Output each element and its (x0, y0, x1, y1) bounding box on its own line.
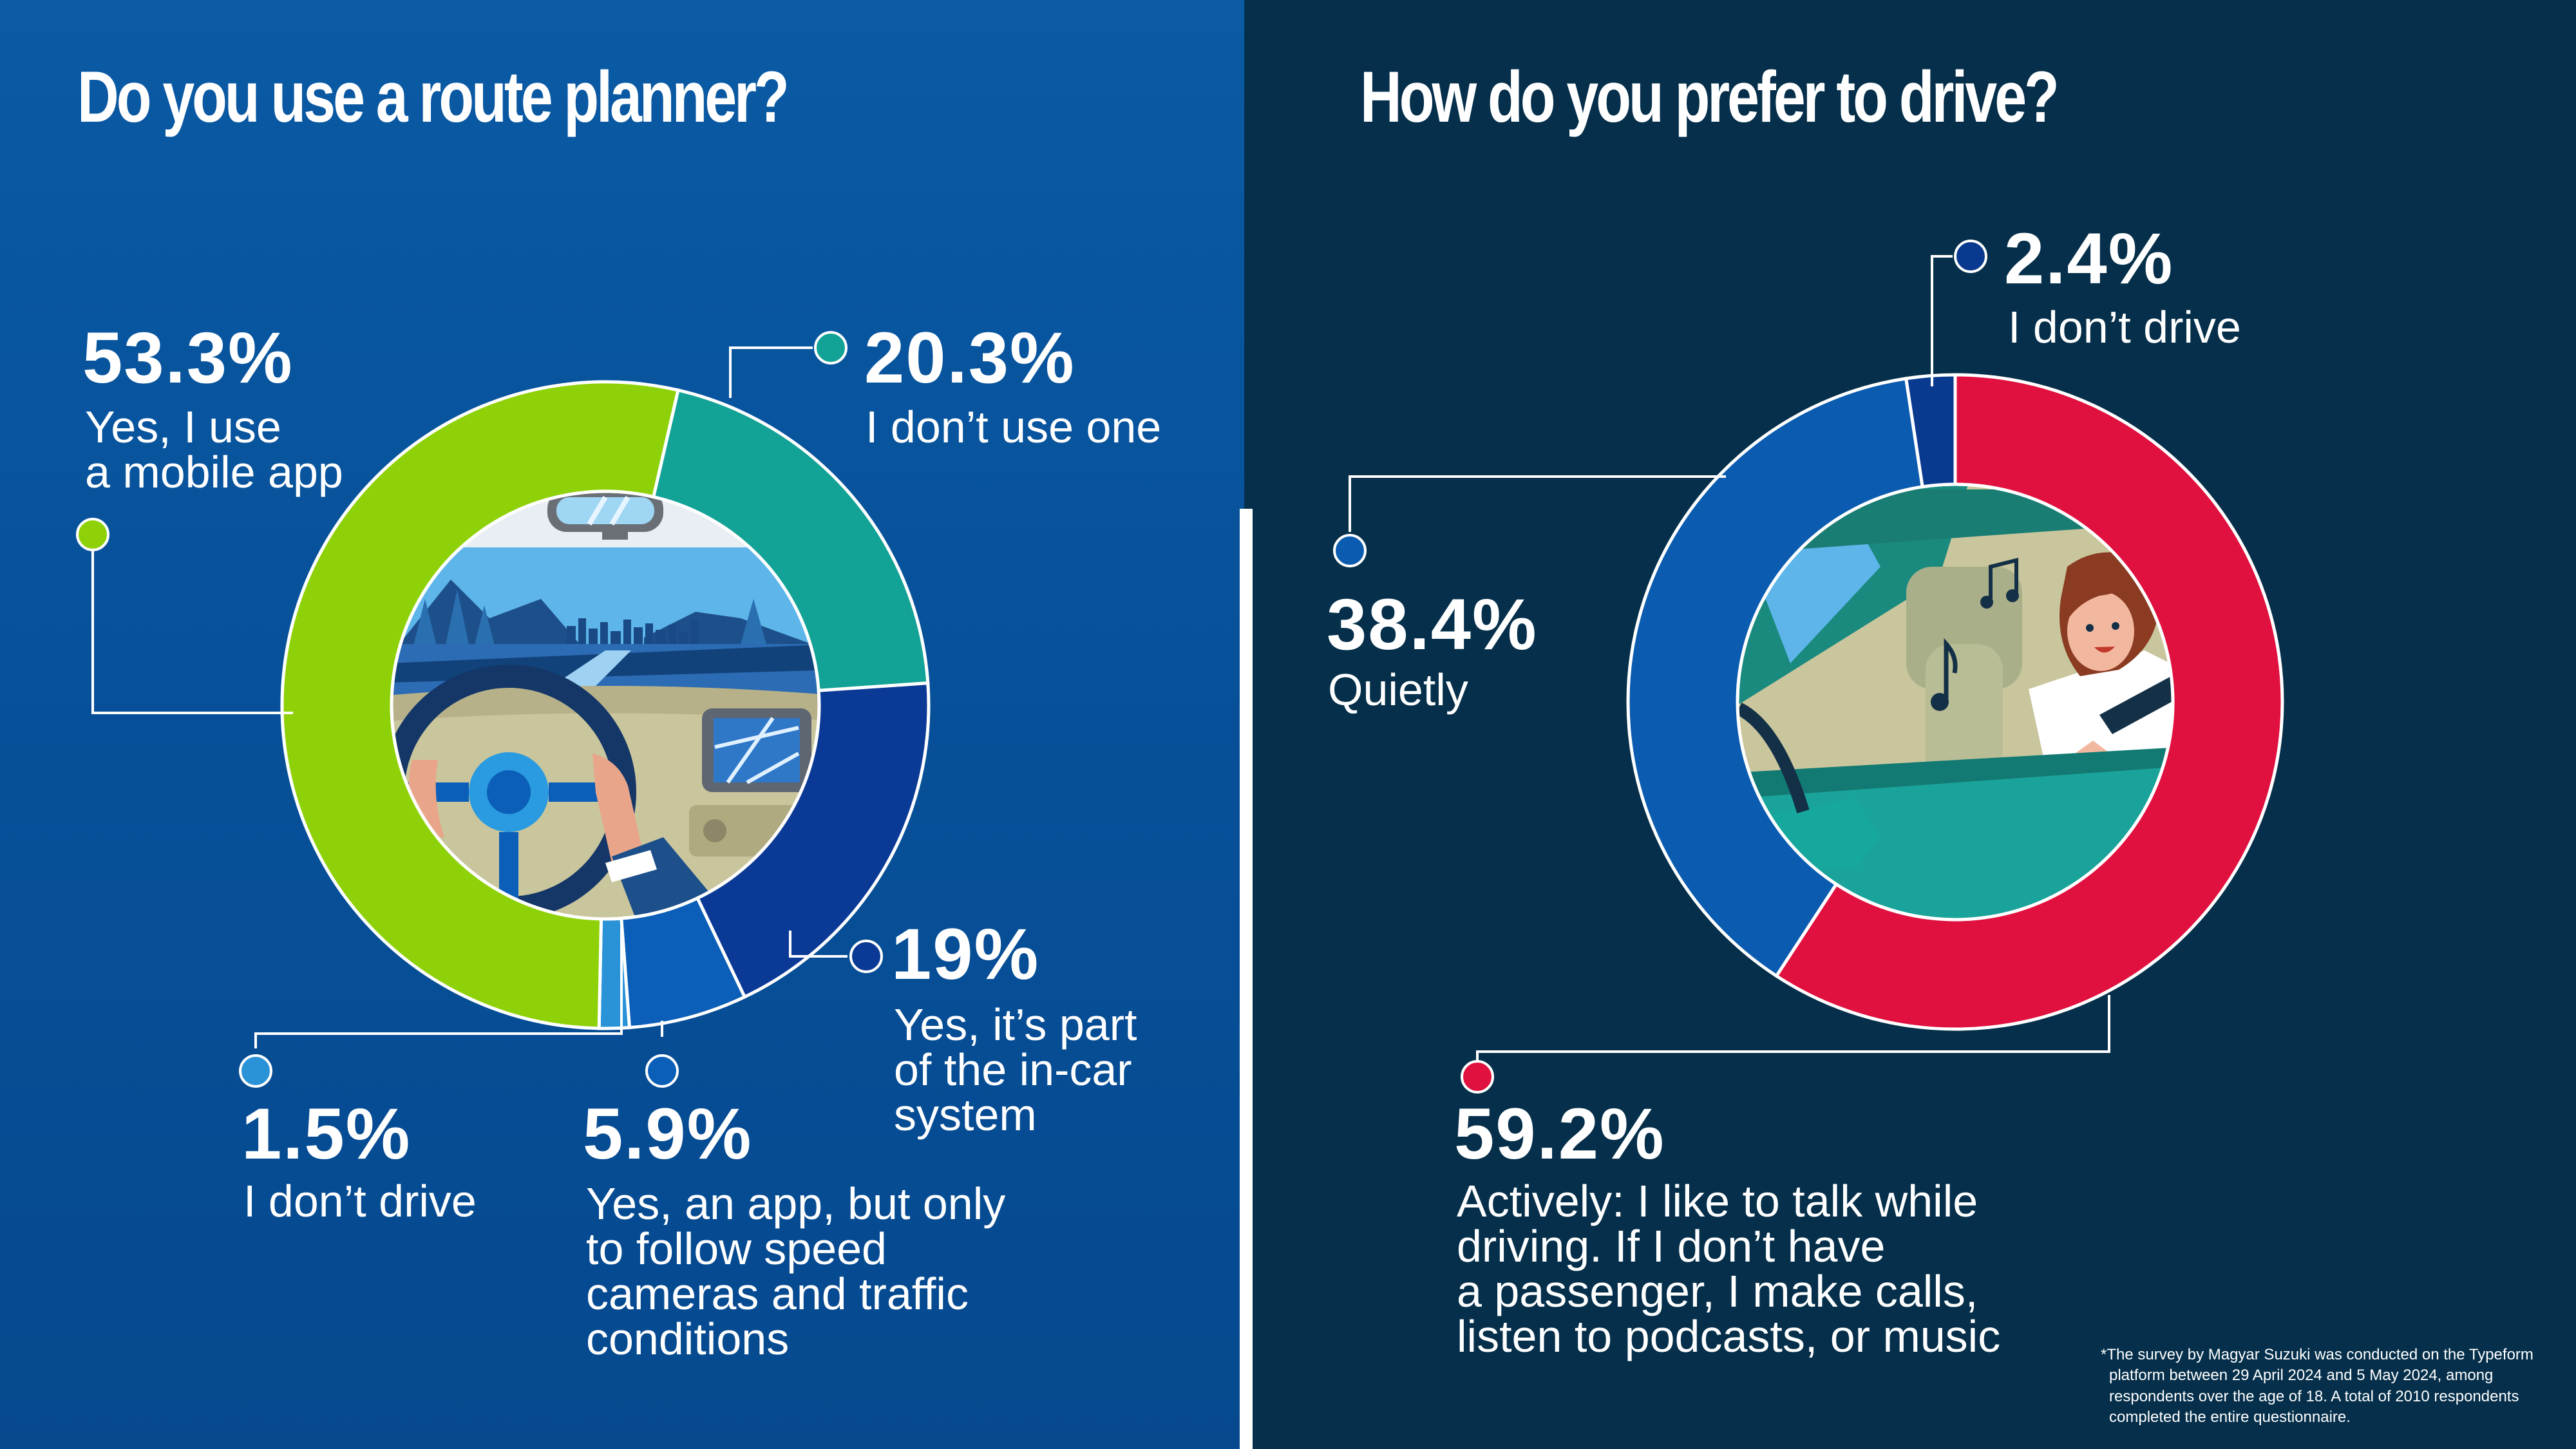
dot-speed-cameras (645, 1054, 679, 1088)
leader-quietly (1349, 475, 1726, 532)
leader-dots (76, 240, 1987, 1094)
label-line: of the in-car (894, 1045, 1132, 1095)
pct-speed-cameras: 5.9% (583, 1094, 753, 1174)
label-line: system (894, 1090, 1037, 1140)
label-line: Yes, it’s part (894, 999, 1137, 1050)
dot-dont-use (814, 331, 848, 365)
pct-mobile-app: 53.3% (82, 317, 294, 398)
leader-lines (91, 255, 2110, 1063)
label-line: Yes, I use (85, 402, 281, 452)
pct-dont-use: 20.3% (864, 317, 1075, 398)
chart-title-route-planner: Do you use a route planner? (77, 57, 790, 137)
label-line: I don’t drive (243, 1176, 477, 1226)
donut-slice-dont_drive (1904, 373, 1957, 489)
leader-dont-use (729, 346, 813, 398)
leader-mobile-app (91, 535, 293, 714)
leader-actively (1476, 995, 2110, 1063)
label-dont-drive-left: I don’t drive (243, 1179, 477, 1224)
label-speed-cameras: Yes, an app, but only to follow speed ca… (586, 1181, 1005, 1361)
dot-dont-drive-left (239, 1054, 272, 1088)
label-dont-use: I don’t use one (866, 404, 1161, 450)
label-line: I don’t drive (2008, 302, 2241, 352)
donut-slice-quietly (1626, 376, 1925, 978)
dot-actively (1461, 1060, 1494, 1094)
dot-dont-drive-right (1954, 240, 1987, 273)
dot-in-car (849, 940, 883, 973)
survey-footnote: *The survey by Magyar Suzuki was conduct… (2101, 1345, 2545, 1428)
label-dont-drive-right: I don’t drive (2008, 305, 2241, 350)
label-mobile-app: Yes, I use a mobile app (85, 404, 343, 495)
dot-quietly (1333, 534, 1367, 567)
donut-slice-dont_use (651, 388, 930, 692)
label-line: conditions (586, 1314, 790, 1364)
label-line: a passenger, I make calls, (1457, 1266, 1978, 1316)
footnote-line: *The survey by Magyar Suzuki was conduct… (2101, 1346, 2533, 1363)
label-quietly: Quietly (1328, 667, 1468, 712)
label-line: I don’t use one (866, 402, 1162, 452)
donut-slice-mobile_app (280, 380, 680, 1030)
footnote-line: completed the entire questionnaire. (2109, 1408, 2351, 1426)
pct-in-car: 19% (891, 914, 1040, 994)
label-line: cameras and traffic (586, 1269, 969, 1319)
label-line: a mobile app (85, 447, 343, 497)
label-line: Yes, an app, but only (586, 1179, 1006, 1229)
dot-mobile-app (76, 518, 109, 551)
label-actively: Actively: I like to talk while driving. … (1457, 1179, 2000, 1359)
donut-drive-preference (1626, 373, 2284, 1031)
label-in-car: Yes, it’s part of the in-car system (894, 1002, 1137, 1137)
donut-slice-in_car (695, 681, 931, 999)
pct-actively: 59.2% (1454, 1094, 1665, 1174)
label-line: listen to podcasts, or music (1457, 1311, 2001, 1361)
footnote-line: platform between 29 April 2024 and 5 May… (2109, 1367, 2494, 1385)
leader-in-car (789, 931, 848, 958)
leader-dont-drive-right (1931, 255, 1953, 386)
label-line: Actively: I like to talk while (1457, 1176, 1978, 1226)
pct-dont-drive-right: 2.4% (2004, 218, 2174, 299)
donut-slice-actively (1774, 373, 2284, 1031)
chart-title-drive-preference: How do you prefer to drive? (1360, 57, 2060, 137)
leader-dont-drive-left (254, 927, 623, 1048)
footnote-line: respondents over the age of 18. A total … (2109, 1387, 2519, 1405)
pct-dont-drive-left: 1.5% (242, 1094, 412, 1174)
pct-quietly: 38.4% (1327, 584, 1538, 665)
label-line: to follow speed (586, 1224, 887, 1274)
panel-divider (1240, 509, 1253, 1449)
label-line: driving. If I don’t have (1457, 1221, 1886, 1271)
label-line: Quietly (1328, 665, 1468, 715)
